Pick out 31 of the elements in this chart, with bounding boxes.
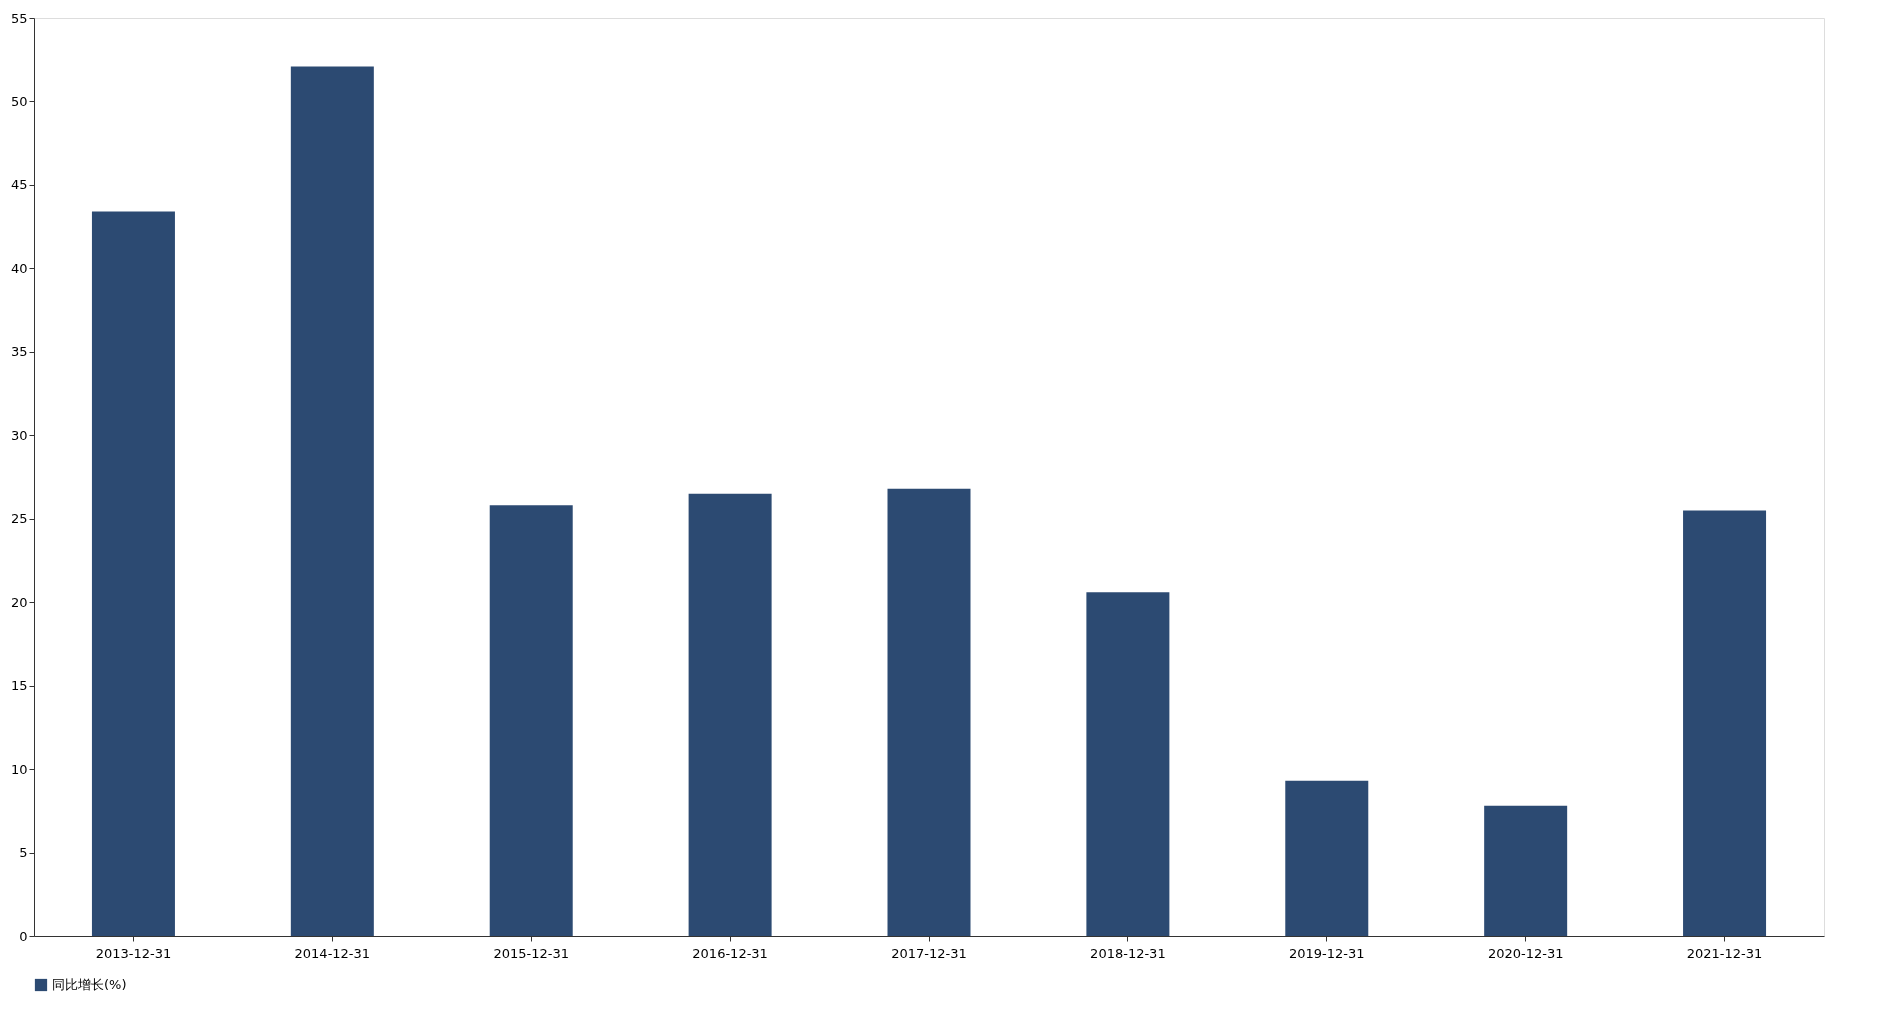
y-tick-label: 40 [10, 260, 28, 276]
y-tick-label: 45 [10, 177, 28, 193]
y-tick-label: 15 [10, 678, 28, 694]
x-tick-label: 2020-12-31 [1487, 945, 1564, 961]
y-tick-label: 25 [10, 511, 28, 527]
x-tick-label: 2017-12-31 [891, 945, 967, 961]
bar [290, 66, 374, 936]
x-tick-label: 2013-12-31 [95, 945, 172, 961]
y-tick-label: 30 [10, 427, 28, 443]
y-tick-label: 10 [10, 761, 28, 777]
bar [1086, 592, 1170, 936]
x-tick-label: 2019-12-31 [1289, 945, 1365, 961]
bar [1683, 510, 1767, 936]
x-tick-label: 2021-12-31 [1686, 945, 1763, 961]
bar [1484, 805, 1568, 936]
x-tick-label: 2016-12-31 [692, 945, 768, 961]
bar [1285, 780, 1369, 936]
y-tick-label: 0 [19, 928, 28, 944]
y-tick-label: 50 [10, 93, 28, 109]
bar [688, 493, 772, 936]
y-tick-label: 20 [10, 594, 28, 610]
x-tick-label: 2018-12-31 [1090, 945, 1166, 961]
y-tick-label: 55 [10, 10, 28, 26]
bar [489, 505, 573, 936]
x-tick-label: 2015-12-31 [493, 945, 569, 961]
legend-label: 同比增长(%) [52, 977, 127, 992]
x-tick-label: 2014-12-31 [294, 945, 371, 961]
y-tick-label: 5 [19, 845, 28, 861]
bar [91, 211, 175, 936]
y-tick-label: 35 [10, 344, 28, 360]
bar [887, 488, 971, 936]
